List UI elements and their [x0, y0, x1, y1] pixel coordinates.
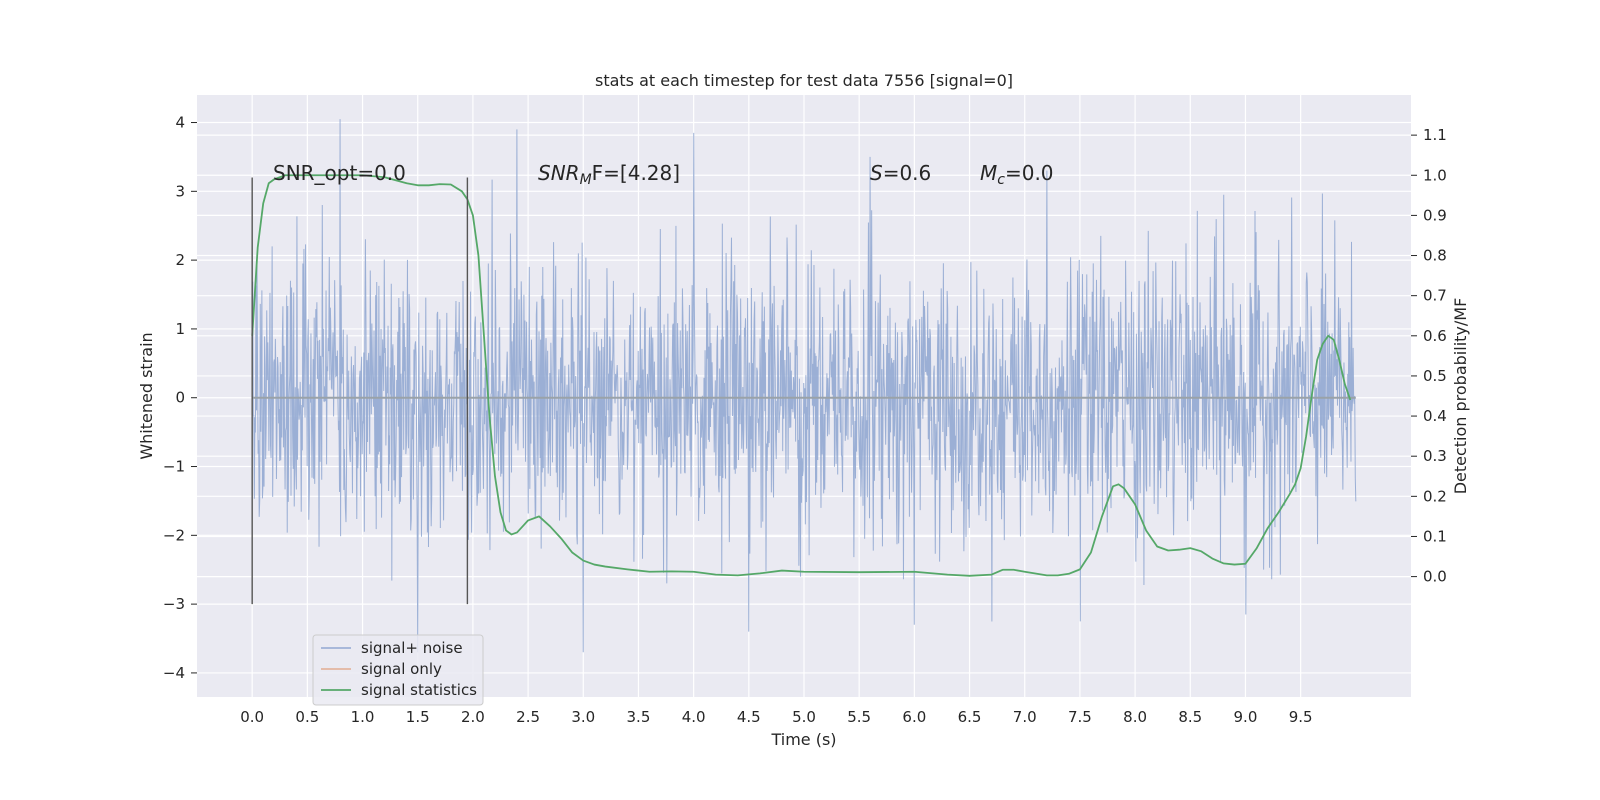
y-tick-label-right: 1.1	[1423, 126, 1447, 144]
x-tick-label: 5.0	[792, 708, 816, 726]
y-axis-label-right: Detection probability/MF	[1451, 298, 1470, 495]
annotation-snr-mf-main: SNR	[538, 161, 580, 185]
x-tick-label: 7.5	[1068, 708, 1092, 726]
annotation-s: S=0.6	[870, 161, 931, 185]
y-tick-label-right: 0.1	[1423, 527, 1447, 545]
y-tick-label-left: 4	[175, 114, 185, 132]
y-tick-label-right: 0.2	[1423, 487, 1447, 505]
series-lines	[251, 174, 1356, 577]
x-tick-label: 4.5	[737, 708, 761, 726]
annotation-snr-mf-sub: M	[580, 172, 592, 188]
x-tick-label: 8.5	[1178, 708, 1202, 726]
annotation-snr-mf-rest: F=[4.28]	[592, 161, 680, 185]
legend-label-signal-only: signal only	[361, 660, 442, 678]
annotation-mc: Mc=0.0	[980, 161, 1054, 188]
y-tick-label-right: 0.4	[1423, 407, 1447, 425]
x-tick-label: 1.5	[406, 708, 430, 726]
legend-label-signal-noise: signal+ noise	[361, 639, 463, 657]
annotation-mc-main: M	[980, 161, 997, 185]
y-tick-label-right: 0.6	[1423, 327, 1447, 345]
annotation-mc-rest: =0.0	[1005, 161, 1054, 185]
y-axis-label-left: Whitened strain	[137, 332, 156, 459]
y-tick-label-right: 1.0	[1423, 166, 1447, 184]
grid	[197, 95, 1411, 697]
x-tick-label: 1.0	[351, 708, 375, 726]
x-tick-label: 4.0	[682, 708, 706, 726]
x-tick-label: 6.0	[902, 708, 926, 726]
x-tick-label: 5.5	[847, 708, 871, 726]
y-tick-label-right: 0.5	[1423, 367, 1447, 385]
y-tick-label-right: 0.0	[1423, 568, 1447, 586]
legend: signal+ noise signal only signal statist…	[312, 634, 484, 706]
legend-box	[312, 634, 484, 706]
y-tick-label-left: −2	[163, 526, 185, 544]
y-tick-label-right: 0.7	[1423, 287, 1447, 305]
y-tick-label-left: −3	[163, 595, 185, 613]
x-tick-label: 9.0	[1234, 708, 1258, 726]
y-tick-label-right: 0.8	[1423, 247, 1447, 265]
annotation-snr-mf: SNRMF=[4.28]	[538, 161, 680, 188]
x-tick-label: 0.0	[240, 708, 264, 726]
annotation-s-italic: S	[870, 161, 883, 185]
y-tick-label-right: 0.3	[1423, 447, 1447, 465]
x-tick-label: 9.5	[1289, 708, 1313, 726]
x-tick-label: 6.5	[958, 708, 982, 726]
y-tick-label-left: −1	[163, 458, 185, 476]
y-tick-label-left: −4	[163, 664, 185, 682]
x-tick-label: 3.5	[627, 708, 651, 726]
x-tick-label: 2.5	[516, 708, 540, 726]
y-tick-label-left: 3	[175, 182, 185, 200]
y-tick-label-left: 1	[175, 320, 185, 338]
y-ticks-right: 1.1 1.0 0.9 0.8 0.7 0.6 0.5 0.4 0.3 0.2 0.1 0.0	[1411, 126, 1447, 586]
vertical-markers	[251, 177, 469, 605]
legend-label-signal-statistics: signal statistics	[361, 681, 477, 699]
y-tick-label-left: 0	[175, 389, 185, 407]
y-tick-label-right: 0.9	[1423, 206, 1447, 224]
annotation-snr-opt: SNR_opt=0.0	[273, 161, 406, 185]
chart-title: stats at each timestep for test data 755…	[595, 71, 1013, 90]
x-ticks: 0.0 0.5 1.0 1.5 2.0 2.5 3.0 3.5 4.0 4.5 5.0 5.5 6.0 6…	[240, 708, 1312, 726]
x-tick-label: 2.0	[461, 708, 485, 726]
annotation-s-rest: =0.6	[883, 161, 932, 185]
annotation-mc-sub: c	[997, 172, 1005, 188]
x-tick-label: 0.5	[295, 708, 319, 726]
x-tick-label: 3.0	[571, 708, 595, 726]
x-tick-label: 8.0	[1123, 708, 1147, 726]
x-tick-label: 7.0	[1013, 708, 1037, 726]
series-signal-statistics	[251, 174, 1352, 577]
y-ticks-left: 4 3 2 1 0 −1 −2 −3 −4	[163, 114, 197, 682]
y-tick-label-left: 2	[175, 251, 185, 269]
x-axis-label: Time (s)	[770, 730, 836, 749]
